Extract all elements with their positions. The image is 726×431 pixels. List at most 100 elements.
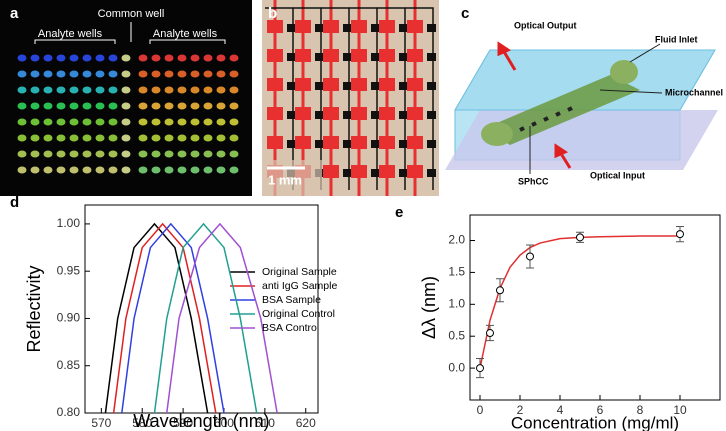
well	[216, 150, 226, 158]
line	[153, 222, 258, 414]
well	[190, 150, 200, 158]
well	[177, 118, 187, 126]
pad	[323, 165, 339, 178]
well	[216, 86, 226, 94]
pad-dark	[371, 82, 380, 90]
well	[95, 70, 105, 78]
well	[95, 150, 105, 158]
well	[216, 134, 226, 142]
well	[108, 150, 118, 158]
well	[164, 70, 174, 78]
well	[203, 102, 213, 110]
well	[177, 166, 187, 174]
y-tick-label: 1.0	[448, 296, 465, 310]
well	[138, 150, 148, 158]
pad-dark	[343, 82, 352, 90]
pad-dark	[315, 111, 324, 119]
pad	[351, 20, 367, 33]
pad-dark	[343, 53, 352, 61]
y-tick-label: 1.5	[448, 265, 465, 279]
pad-dark	[287, 53, 296, 61]
label: Microchannel	[665, 87, 723, 97]
label: Analyte wells	[153, 28, 218, 40]
pad	[295, 20, 311, 33]
y-tick-label: 1.00	[57, 216, 81, 230]
well	[138, 86, 148, 94]
pad	[351, 107, 367, 120]
y-tick-label: 0.0	[448, 360, 465, 374]
label: Optical Input	[590, 170, 645, 180]
top-face	[454, 49, 716, 111]
leader	[529, 43, 663, 174]
well	[164, 134, 174, 142]
well	[82, 134, 92, 142]
line	[104, 222, 209, 414]
scale-label: 1 mm	[268, 172, 302, 187]
line	[121, 222, 225, 414]
well	[177, 86, 187, 94]
pad-dark	[287, 111, 296, 119]
pad	[407, 78, 423, 91]
well	[17, 102, 27, 110]
pad	[323, 20, 339, 33]
well	[151, 86, 161, 94]
well	[30, 102, 40, 110]
pad	[295, 78, 311, 91]
pad-dark	[343, 111, 352, 119]
pad-dark	[287, 140, 296, 148]
well	[177, 70, 187, 78]
well	[203, 118, 213, 126]
label: SPhCC	[518, 176, 549, 186]
well	[216, 70, 226, 78]
well	[108, 166, 118, 174]
y-tick-label: 0.85	[57, 358, 81, 372]
well	[95, 166, 105, 174]
well	[151, 118, 161, 126]
well	[69, 118, 79, 126]
x-tick-label: 8	[637, 403, 644, 417]
x-tick-label: 10	[673, 403, 687, 417]
well	[190, 166, 200, 174]
well	[17, 134, 27, 142]
well	[30, 134, 40, 142]
well	[56, 118, 66, 126]
pad	[379, 107, 395, 120]
well	[56, 70, 66, 78]
well	[177, 102, 187, 110]
well	[121, 150, 131, 158]
well	[151, 70, 161, 78]
well	[216, 102, 226, 110]
well	[82, 102, 92, 110]
well	[151, 166, 161, 174]
bracket	[34, 22, 226, 44]
wire	[405, 7, 434, 190]
well	[43, 134, 53, 142]
well	[69, 70, 79, 78]
point	[476, 364, 484, 373]
x-tick-label: 620	[296, 416, 316, 430]
y-tick-label: 0.95	[57, 263, 81, 277]
pad	[267, 20, 283, 33]
x-tick-label: 4	[557, 403, 564, 417]
pad	[407, 20, 423, 33]
well	[108, 54, 118, 62]
well	[30, 166, 40, 174]
pad-dark	[315, 24, 324, 32]
well	[121, 86, 131, 94]
pad	[267, 78, 283, 91]
panel-label: d	[10, 194, 19, 211]
pad-dark	[399, 111, 408, 119]
line	[112, 222, 217, 414]
well	[203, 86, 213, 94]
legend-label: BSA Control	[262, 322, 319, 334]
pad-dark	[371, 53, 380, 61]
x-tick-label: 0	[477, 403, 484, 417]
well	[138, 102, 148, 110]
inlet	[610, 60, 638, 84]
pad	[407, 165, 423, 178]
well	[203, 134, 213, 142]
pad-dark	[427, 82, 436, 90]
x-tick-label: 590	[173, 416, 193, 430]
legend-label: BSA Sample	[262, 294, 321, 306]
pad	[407, 136, 423, 149]
